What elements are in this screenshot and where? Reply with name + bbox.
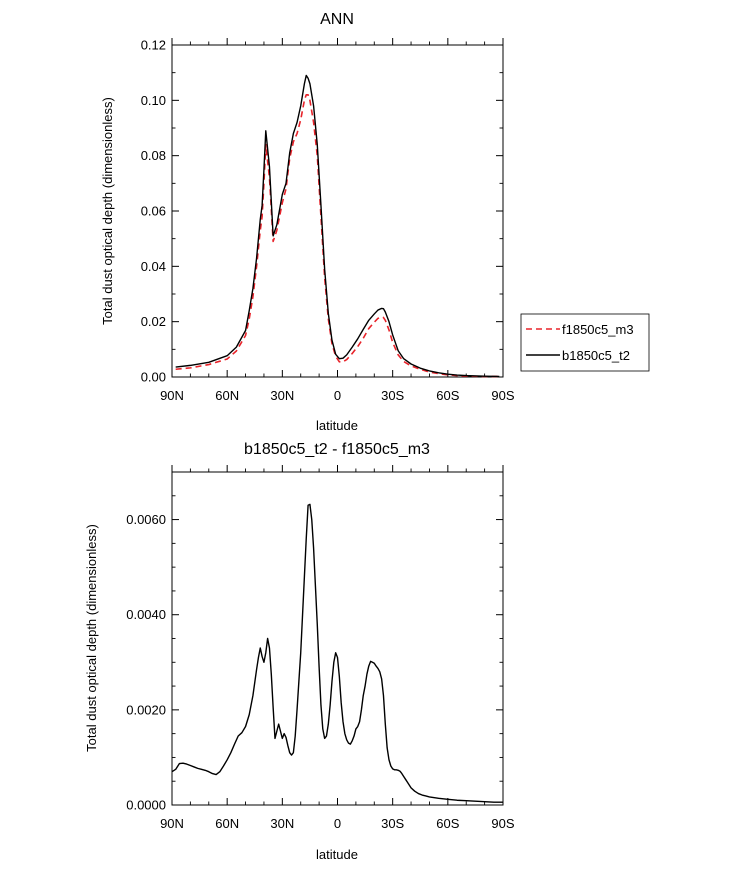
top-chart-title: ANN <box>320 11 354 28</box>
x-tick-label: 60S <box>436 388 459 403</box>
y-tick-label: 0.10 <box>141 93 166 108</box>
top-x-axis-label: latitude <box>316 418 358 433</box>
y-tick-label: 0.06 <box>141 204 166 219</box>
bottom-plot-frame <box>171 471 504 806</box>
bottom-series-lines <box>171 503 503 803</box>
x-tick-label: 60S <box>436 816 459 831</box>
legend-box <box>520 313 650 372</box>
bottom-chart-title: b1850c5_t2 - f1850c5_m3 <box>244 441 430 458</box>
x-tick-label: 30S <box>381 816 404 831</box>
bottom-x-axis-label: latitude <box>316 847 358 862</box>
x-tick-label: 60N <box>215 388 239 403</box>
x-tick-label: 0 <box>334 388 341 403</box>
y-tick-label: 0.0040 <box>126 607 166 622</box>
x-tick-label: 30N <box>270 816 294 831</box>
x-tick-label: 90S <box>491 816 514 831</box>
top-y-axis-label: Total dust optical depth (dimensionless) <box>100 97 115 325</box>
series-line-f1850c5-m3 <box>175 94 500 378</box>
legend-label-f1850c5-m3: f1850c5_m3 <box>562 322 634 337</box>
x-tick-label: 30S <box>381 388 404 403</box>
series-line-b1850c5-t2 <box>175 74 500 378</box>
top-series-lines <box>175 74 500 378</box>
y-tick-label: 0.12 <box>141 38 166 53</box>
top-panel: ANN Total dust optical depth (dimensionl… <box>100 11 515 433</box>
x-tick-label: 60N <box>215 816 239 831</box>
top-plot-frame <box>171 44 504 378</box>
series-line-panel1-series0 <box>171 503 503 803</box>
bottom-y-axis-label: Total dust optical depth (dimensionless) <box>84 524 99 752</box>
x-tick-label: 90N <box>160 388 184 403</box>
y-tick-label: 0.08 <box>141 148 166 163</box>
x-tick-label: 30N <box>270 388 294 403</box>
bottom-panel: b1850c5_t2 - f1850c5_m3 Total dust optic… <box>84 441 515 862</box>
top-axis-ticks: 0.00 0.02 0.04 0.06 0.08 0.10 0.12 90N 60N 30N 0 30… <box>141 38 515 404</box>
legend-label-b1850c5-t2: b1850c5_t2 <box>562 348 630 363</box>
y-tick-label: 0.04 <box>141 259 166 274</box>
y-tick-label: 0.02 <box>141 314 166 329</box>
x-tick-label: 90S <box>491 388 514 403</box>
legend: f1850c5_m3 b1850c5_t2 <box>520 313 650 372</box>
x-tick-label: 90N <box>160 816 184 831</box>
y-tick-label: 0.0000 <box>126 798 166 813</box>
y-tick-label: 0.0020 <box>126 702 166 717</box>
x-tick-label: 0 <box>334 816 341 831</box>
bottom-axis-ticks: 0.0000 0.0020 0.0040 0.0060 90N 60N 30N 0 30S 60S… <box>126 465 515 831</box>
y-tick-label: 0.0060 <box>126 512 166 527</box>
y-tick-label: 0.00 <box>141 370 166 385</box>
